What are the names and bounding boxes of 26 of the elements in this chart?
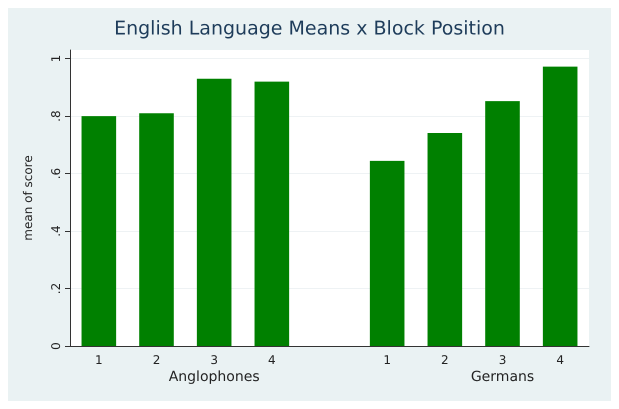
bar [428,133,462,346]
y-tick-label: .8 [49,110,63,122]
x-tick-label: 3 [498,353,506,367]
bar [254,82,290,346]
text: Germans [470,369,534,385]
bar [139,113,174,346]
text: Anglophones [168,369,260,385]
y-tick-label: .2 [49,282,63,294]
y-tick-label: .6 [49,168,63,180]
x-tick-label: 4 [268,353,276,367]
bar [196,78,232,346]
bar [485,101,520,346]
x-tick-label: 2 [152,353,160,367]
y-tick-label: .4 [49,225,63,237]
bar [542,66,578,346]
chart-title: English Language Means x Block Position [114,18,505,40]
x-tick-label: 3 [210,353,218,367]
y-axis-title: mean of score [21,155,35,241]
x-tick-label: 1 [95,353,103,367]
x-tick-label: 1 [383,353,391,367]
bar [370,160,404,346]
x-tick-label: 4 [556,353,564,367]
y-tick-label: 0 [49,342,63,350]
bar [82,116,116,346]
x-tick-label: 2 [441,353,449,367]
y-tick-label: 1 [49,54,63,62]
